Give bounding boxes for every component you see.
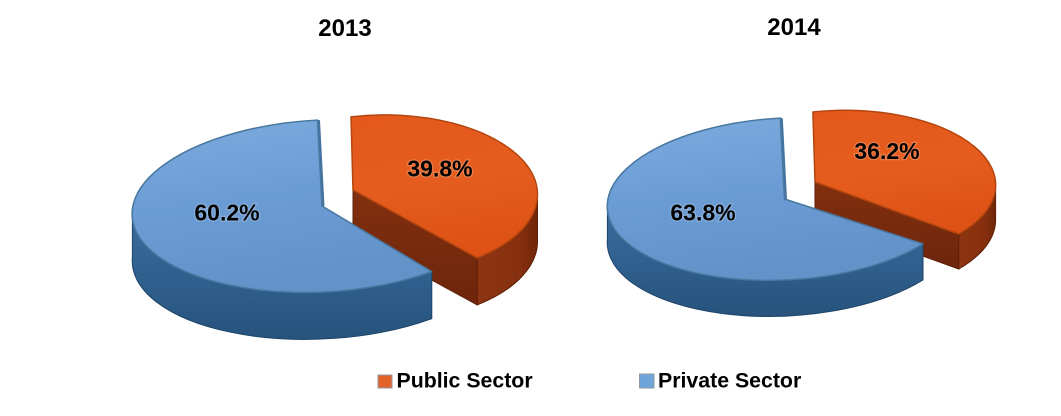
svg-text:2014: 2014 xyxy=(767,14,821,41)
svg-text:39.8%: 39.8% xyxy=(407,156,472,182)
svg-text:63.8%: 63.8% xyxy=(670,200,735,226)
svg-text:36.2%: 36.2% xyxy=(854,138,919,164)
svg-text:Public Sector: Public Sector xyxy=(397,369,533,393)
svg-text:63.8%: 63.8% xyxy=(670,200,735,226)
svg-text:36.2%: 36.2% xyxy=(854,138,919,164)
svg-text:Private Sector: Private Sector xyxy=(658,369,801,393)
svg-text:2013: 2013 xyxy=(318,15,371,42)
svg-text:39.8%: 39.8% xyxy=(407,156,472,182)
svg-text:60.2%: 60.2% xyxy=(194,200,259,226)
svg-text:60.2%: 60.2% xyxy=(194,200,259,226)
